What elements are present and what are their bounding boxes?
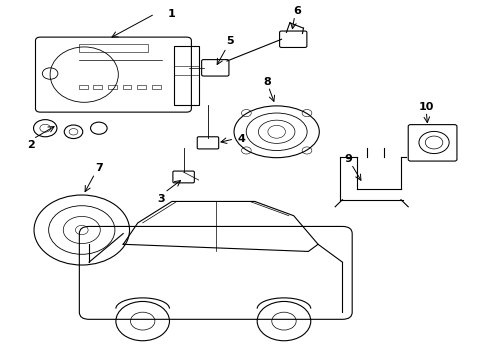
Bar: [79, 85, 88, 89]
Bar: [174, 46, 199, 105]
Text: 7: 7: [95, 163, 103, 173]
Text: 6: 6: [294, 6, 301, 17]
Bar: [137, 85, 146, 89]
Bar: [108, 85, 117, 89]
Text: 4: 4: [237, 134, 245, 144]
Bar: [152, 85, 161, 89]
Text: 3: 3: [157, 194, 165, 203]
Text: 8: 8: [263, 77, 271, 87]
Text: 1: 1: [168, 9, 176, 19]
Text: 10: 10: [418, 102, 434, 112]
Text: 5: 5: [226, 36, 234, 46]
Bar: [122, 85, 131, 89]
Bar: [94, 85, 102, 89]
Text: 2: 2: [27, 140, 34, 150]
Text: 9: 9: [344, 154, 352, 164]
Bar: [79, 44, 147, 52]
